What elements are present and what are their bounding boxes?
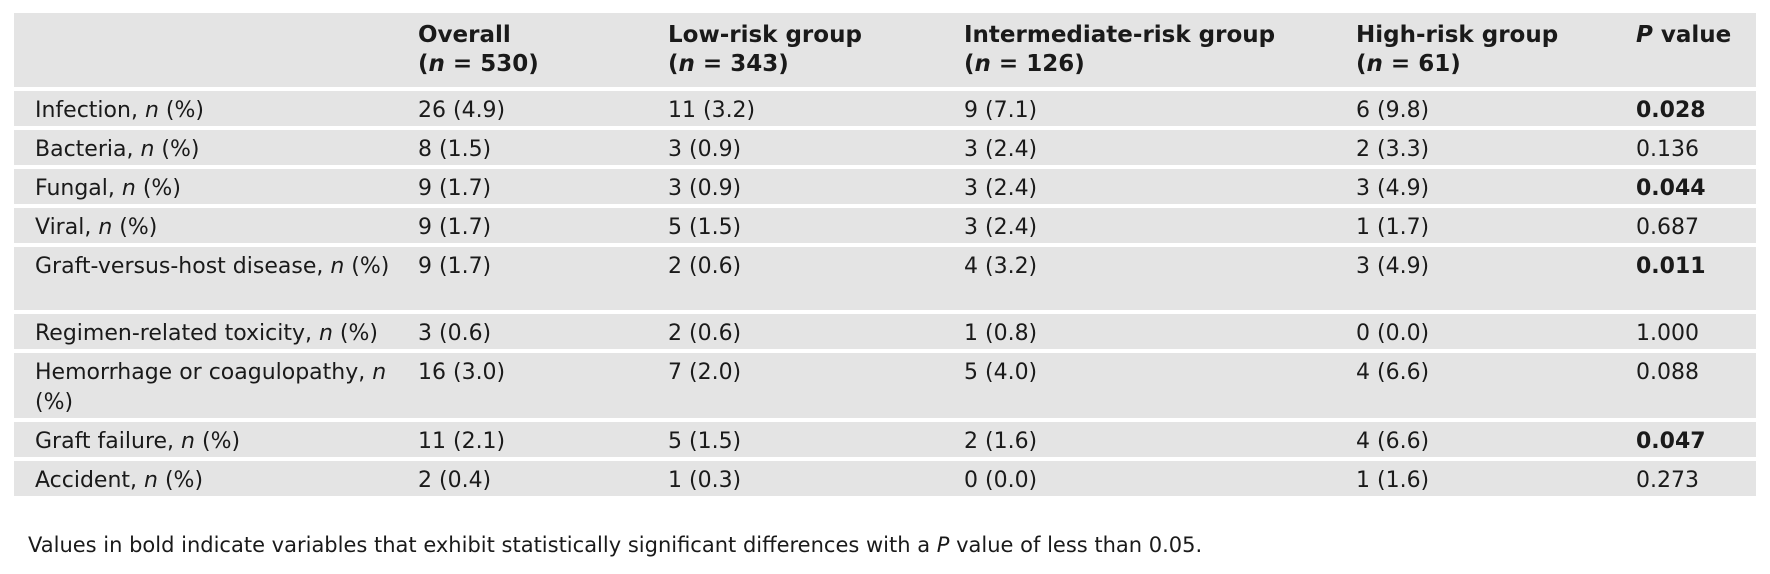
header-name: High-risk group xyxy=(1356,22,1559,48)
cell-value: 5 (1.5) xyxy=(668,429,742,454)
row-label: Viral, n (%) xyxy=(35,215,158,240)
table-row: Bacteria, n (%) 8 (1.5) 3 (0.9) 3 (2.4) 2 (3… xyxy=(14,128,1756,167)
table-row: Graft-versus-host disease, n (%) 9 (1.7) 2… xyxy=(14,245,1756,312)
table-row: Graft failure, n (%) 11 (2.1) 5 (1.5) 2 (1.… xyxy=(14,420,1756,459)
header-name: Low-risk group xyxy=(668,22,862,48)
cell-p-value: 0.011 xyxy=(1636,254,1706,279)
cell-value: 3 (4.9) xyxy=(1356,254,1430,279)
header-low-risk: Low-risk group (n = 343) xyxy=(668,13,964,89)
header-name: Overall xyxy=(418,22,511,48)
row-label-text: Bacteria, xyxy=(35,137,134,162)
cell-value: 11 (3.2) xyxy=(668,98,756,123)
cell-p-value: 0.044 xyxy=(1636,176,1706,201)
cell-value: 4 (6.6) xyxy=(1356,429,1430,454)
cell-value: 5 (4.0) xyxy=(964,360,1038,385)
table-row: Fungal, n (%) 9 (1.7) 3 (0.9) 3 (2.4) 3 (4.9… xyxy=(14,167,1756,206)
cell-value: 9 (1.7) xyxy=(418,176,492,201)
header-label-column xyxy=(14,13,418,89)
header-n: (n = 530) xyxy=(418,51,539,77)
table-body: Infection, n (%) 26 (4.9) 11 (3.2) 9 (7.1) 6… xyxy=(14,89,1756,498)
row-label-text: Viral, xyxy=(35,215,92,240)
cell-value: 4 (3.2) xyxy=(964,254,1038,279)
cell-value: 1 (1.6) xyxy=(1356,468,1430,493)
cell-p-value: 0.687 xyxy=(1636,215,1699,240)
row-label-text: Fungal, xyxy=(35,176,115,201)
cell-value: 3 (0.6) xyxy=(418,321,492,346)
row-label-text: Hemorrhage or coagulopathy, xyxy=(35,360,366,385)
table-row: Accident, n (%) 2 (0.4) 1 (0.3) 0 (0.0) 1 (1… xyxy=(14,459,1756,498)
cell-value: 3 (2.4) xyxy=(964,176,1038,201)
cell-value: 1 (1.7) xyxy=(1356,215,1430,240)
cell-p-value: 0.028 xyxy=(1636,98,1706,123)
header-intermediate-risk: Intermediate-risk group (n = 126) xyxy=(964,13,1356,89)
cell-value: 11 (2.1) xyxy=(418,429,506,454)
header-high-risk: High-risk group (n = 61) xyxy=(1356,13,1636,89)
cell-p-value: 0.047 xyxy=(1636,429,1706,454)
row-label: Bacteria, n (%) xyxy=(35,137,200,162)
table-row: Viral, n (%) 9 (1.7) 5 (1.5) 3 (2.4) 1 (1.7)… xyxy=(14,206,1756,245)
cell-value: 0 (0.0) xyxy=(1356,321,1430,346)
header-row: Overall (n = 530) Low-risk group (n = 34… xyxy=(14,13,1756,89)
cell-value: 5 (1.5) xyxy=(668,215,742,240)
results-table-wrapper: Overall (n = 530) Low-risk group (n = 34… xyxy=(14,13,1756,500)
cell-p-value: 1.000 xyxy=(1636,321,1699,346)
row-label: Regimen-related toxicity, n (%) xyxy=(35,321,378,346)
row-label: Infection, n (%) xyxy=(35,98,204,123)
header-n: (n = 126) xyxy=(964,51,1085,77)
row-label: Fungal, n (%) xyxy=(35,176,181,201)
cell-value: 1 (0.8) xyxy=(964,321,1038,346)
results-table: Overall (n = 530) Low-risk group (n = 34… xyxy=(14,13,1756,500)
row-label: Hemorrhage or coagulopathy, n (%) xyxy=(35,360,387,415)
cell-value: 9 (7.1) xyxy=(964,98,1038,123)
cell-p-value: 0.136 xyxy=(1636,137,1699,162)
cell-p-value: 0.273 xyxy=(1636,468,1699,493)
header-p-value: P value xyxy=(1636,22,1732,48)
row-label: Accident, n (%) xyxy=(35,468,204,493)
cell-value: 3 (2.4) xyxy=(964,215,1038,240)
cell-value: 3 (0.9) xyxy=(668,176,742,201)
cell-value: 2 (0.6) xyxy=(668,254,742,279)
cell-value: 9 (1.7) xyxy=(418,215,492,240)
header-name: Intermediate-risk group xyxy=(964,22,1276,48)
footnote-italic: P xyxy=(936,533,950,557)
p-italic: P xyxy=(1636,22,1653,48)
cell-value: 4 (6.6) xyxy=(1356,360,1430,385)
table-row: Infection, n (%) 26 (4.9) 11 (3.2) 9 (7.1) 6… xyxy=(14,89,1756,128)
row-label-text: Graft failure, xyxy=(35,429,175,454)
cell-value: 2 (1.6) xyxy=(964,429,1038,454)
cell-value: 3 (0.9) xyxy=(668,137,742,162)
footnote-before: Values in bold indicate variables that e… xyxy=(28,533,937,557)
cell-value: 3 (2.4) xyxy=(964,137,1038,162)
cell-value: 2 (0.6) xyxy=(668,321,742,346)
cell-p-value: 0.088 xyxy=(1636,360,1699,385)
cell-value: 16 (3.0) xyxy=(418,360,506,385)
row-label-text: Accident, xyxy=(35,468,138,493)
header-overall: Overall (n = 530) xyxy=(418,13,668,89)
row-label-text: Regimen-related toxicity, xyxy=(35,321,312,346)
cell-value: 6 (9.8) xyxy=(1356,98,1430,123)
cell-value: 26 (4.9) xyxy=(418,98,506,123)
row-label: Graft failure, n (%) xyxy=(35,429,241,454)
cell-value: 0 (0.0) xyxy=(964,468,1038,493)
header-n: (n = 61) xyxy=(1356,51,1461,77)
cell-value: 8 (1.5) xyxy=(418,137,492,162)
table-footnote: Values in bold indicate variables that e… xyxy=(28,533,1202,557)
cell-value: 3 (4.9) xyxy=(1356,176,1430,201)
footnote-after: value of less than 0.05. xyxy=(949,533,1203,557)
cell-value: 1 (0.3) xyxy=(668,468,742,493)
cell-value: 9 (1.7) xyxy=(418,254,492,279)
cell-value: 2 (0.4) xyxy=(418,468,492,493)
cell-value: 2 (3.3) xyxy=(1356,137,1430,162)
table-row: Hemorrhage or coagulopathy, n (%) 16 (3.0… xyxy=(14,351,1756,420)
row-label-text: Infection, xyxy=(35,98,138,123)
header-n: (n = 343) xyxy=(668,51,789,77)
row-label-text: Graft-versus-host disease, xyxy=(35,254,324,279)
row-label: Graft-versus-host disease, n (%) xyxy=(35,254,390,279)
table-row: Regimen-related toxicity, n (%) 3 (0.6) 2 … xyxy=(14,312,1756,351)
cell-value: 7 (2.0) xyxy=(668,360,742,385)
